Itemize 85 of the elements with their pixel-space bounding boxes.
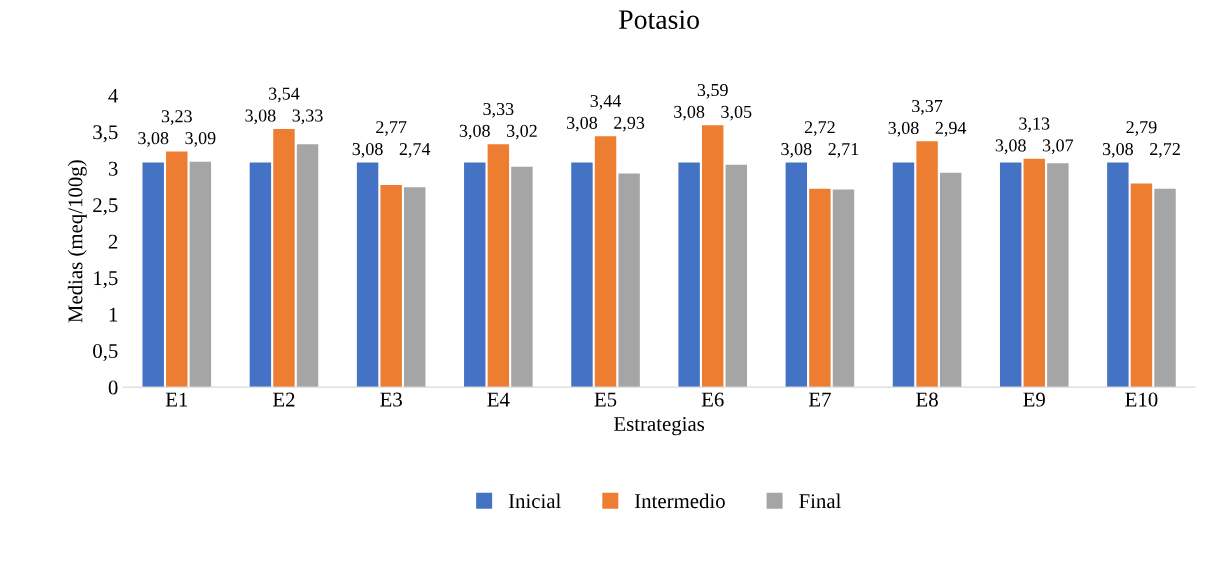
bar <box>916 141 938 388</box>
bar <box>785 162 808 388</box>
data-label: 3,08 <box>138 132 169 147</box>
y-tick-label: 3 <box>108 161 118 176</box>
x-tick-label: E3 <box>380 392 402 407</box>
data-label: 3,08 <box>1102 142 1133 158</box>
data-label: 2,74 <box>399 143 431 158</box>
bar <box>678 162 700 388</box>
x-tick-label: E9 <box>1023 392 1045 407</box>
bar <box>166 151 188 388</box>
data-label: 3,08 <box>674 105 705 121</box>
data-label: 3,08 <box>567 116 598 132</box>
data-label: 2,79 <box>1126 121 1157 136</box>
bar <box>380 185 402 388</box>
data-label: 2,94 <box>935 121 967 137</box>
data-label: 3,09 <box>185 132 216 147</box>
chart-title: Potasio <box>619 10 699 29</box>
legend-label: Final <box>799 493 841 509</box>
bar <box>142 162 164 388</box>
bar <box>356 162 379 388</box>
data-label: 3,08 <box>888 121 919 137</box>
data-label: 3,44 <box>590 94 622 110</box>
data-label: 3,08 <box>352 142 383 158</box>
data-label: 3,08 <box>781 142 812 158</box>
x-tick-label: E6 <box>701 392 724 407</box>
bar <box>464 162 486 388</box>
y-axis-title: Medias (meq/100g) <box>67 160 87 323</box>
data-label: 2,77 <box>376 121 407 136</box>
bar <box>189 161 212 388</box>
bar <box>249 162 272 388</box>
bar <box>487 144 510 388</box>
bar <box>594 136 617 388</box>
data-label: 3,37 <box>912 99 943 115</box>
data-label: 2,93 <box>614 116 645 132</box>
data-label: 3,05 <box>721 105 752 121</box>
bar <box>404 187 426 388</box>
y-tick-label: 1,5 <box>94 271 118 289</box>
data-label: 3,08 <box>245 109 276 125</box>
x-tick-label: E8 <box>916 392 938 407</box>
bar <box>725 164 748 388</box>
bar <box>892 162 915 388</box>
x-axis-title: Estrategias <box>614 417 705 436</box>
y-tick-label: 0,5 <box>93 344 118 362</box>
legend-label: Intermedio <box>634 493 725 509</box>
data-label: 3,23 <box>161 110 192 125</box>
data-label: 3,33 <box>483 102 514 118</box>
y-tick-label: 2 <box>108 234 118 249</box>
y-tick-label: 2,5 <box>93 198 118 216</box>
x-tick-label: E2 <box>273 392 295 407</box>
data-label: 2,72 <box>804 121 835 136</box>
bar <box>1047 163 1069 388</box>
bar <box>1130 183 1153 388</box>
bar <box>571 162 593 388</box>
data-label: 3,33 <box>292 109 323 125</box>
x-tick-label: E4 <box>487 392 510 407</box>
bar <box>1107 162 1129 388</box>
x-tick-label: E5 <box>594 392 617 407</box>
bar <box>809 188 831 388</box>
bar <box>1023 158 1045 388</box>
data-label: 3,08 <box>459 124 490 140</box>
bar <box>832 189 855 388</box>
y-tick-label: 3,5 <box>93 125 118 143</box>
bar <box>939 172 962 388</box>
y-tick-label: 1 <box>109 307 118 322</box>
y-tick-label: 4 <box>108 88 119 103</box>
y-tick-label: 0 <box>108 380 118 395</box>
data-label: 3,59 <box>697 83 728 99</box>
data-label: 3,07 <box>1042 139 1074 155</box>
x-tick-label: E10 <box>1125 392 1158 407</box>
data-label: 2,71 <box>828 143 859 158</box>
x-tick-label: E7 <box>808 392 831 407</box>
legend-label: Inicial <box>508 493 561 509</box>
bar <box>1154 188 1176 388</box>
data-label: 3,08 <box>995 139 1026 155</box>
data-label: 3,13 <box>1019 117 1050 133</box>
bar <box>296 144 319 388</box>
bar <box>511 166 533 388</box>
bar <box>273 128 295 388</box>
data-label: 3,54 <box>269 87 300 103</box>
bar <box>618 173 640 388</box>
data-label: 2,72 <box>1150 143 1180 158</box>
bar <box>999 162 1022 388</box>
data-label: 3,02 <box>506 124 537 140</box>
x-tick-label: E1 <box>165 392 188 407</box>
bar <box>701 125 724 388</box>
